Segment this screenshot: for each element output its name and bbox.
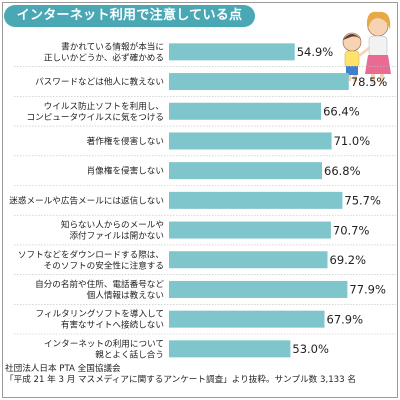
source-line-1: 社団法人日本 PTA 全国協議会 <box>5 364 121 374</box>
bar <box>169 43 295 61</box>
category-label: 肖像権を侵害しない <box>87 165 164 177</box>
data-label: 75.7% <box>344 194 381 208</box>
bar <box>169 102 322 120</box>
data-label: 66.4% <box>323 104 360 118</box>
bar <box>169 73 349 91</box>
bar <box>169 191 343 209</box>
data-label: 78.5% <box>351 75 388 89</box>
bar <box>169 162 322 180</box>
category-label: 書かれている情報が本当に <box>61 40 164 52</box>
category-label: 著作権を侵害しない <box>87 135 164 147</box>
data-label: 71.0% <box>334 134 371 148</box>
category-label: フィルタリングソフトを導入して <box>36 308 164 320</box>
chart-title: インターネット利用で注意している点 <box>4 5 255 27</box>
bar <box>169 310 325 328</box>
category-label: 親とよく話し合う <box>95 348 164 360</box>
category-label: 個人情報は教えない <box>87 289 164 301</box>
mother-and-child-illustration <box>342 11 391 84</box>
bar <box>169 132 332 150</box>
bar <box>169 280 348 298</box>
source-note: 社団法人日本 PTA 全国協議会 「平成 21 年 3 月 マスメディアに関する… <box>5 364 397 386</box>
category-label: 自分の名前や住所、電話番号など <box>35 278 164 290</box>
category-label: ウイルス防止ソフトを利用し、 <box>44 100 164 112</box>
category-label: そのソフトの安全性に注意する <box>44 259 164 271</box>
data-label: 53.0% <box>292 342 329 356</box>
data-label: 66.8% <box>324 164 361 178</box>
data-label: 70.7% <box>333 223 370 237</box>
data-label: 54.9% <box>297 45 334 59</box>
category-label: パスワードなどは他人に教えない <box>35 76 164 88</box>
bar <box>169 251 328 269</box>
category-label: ソフトなどをダウンロードする際は、 <box>18 248 164 260</box>
bar <box>169 221 331 239</box>
source-line-2: 「平成 21 年 3 月 マスメディアに関するアンケート調査」より抜粋。サンプル… <box>5 375 356 385</box>
data-label: 77.9% <box>349 283 386 297</box>
category-label: 迷惑メールや広告メールには返信しない <box>9 194 164 206</box>
bar <box>169 340 291 358</box>
category-label: 知らない人からのメールや <box>61 219 164 231</box>
data-label: 67.9% <box>327 312 364 326</box>
category-label: コンピュータウイルスに気をつける <box>26 111 164 123</box>
data-label: 69.2% <box>330 253 367 267</box>
category-label: インターネットの利用について <box>44 337 164 349</box>
category-label: 正しいかどうか、必ず確かめる <box>44 51 164 63</box>
category-label: 有害なサイトへ接続しない <box>61 319 164 331</box>
category-label: 添付ファイルは開かない <box>69 231 164 242</box>
